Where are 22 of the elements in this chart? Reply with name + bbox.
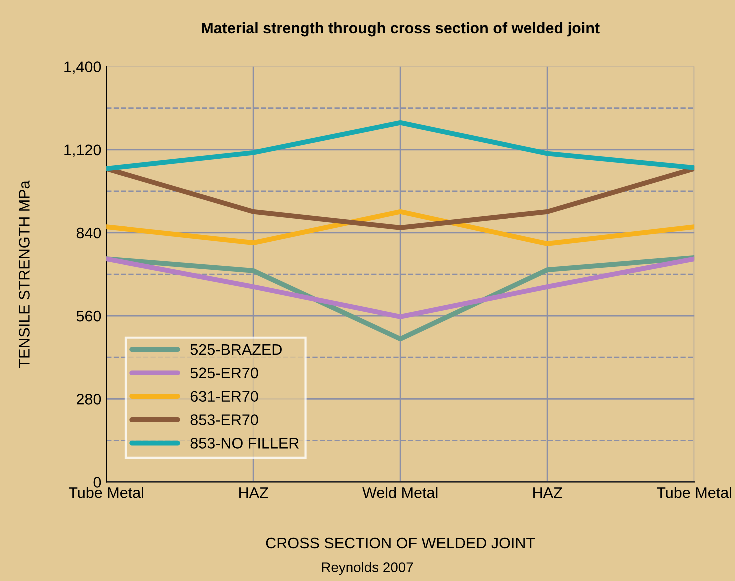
x-tick-label: HAZ [240,488,268,498]
y-tick-label: 1,120 [64,144,102,158]
y-tick-label: 1,400 [64,62,102,74]
line-series [106,120,695,172]
legend-label: 525-ER70 [190,368,258,379]
x-tick-label: Tube Metal [68,487,144,498]
y-axis-title: TENSILE STRENGTH MPa [19,180,30,368]
y-tick-label: 0 [94,477,102,488]
legend-label: 853-ER70 [190,414,258,426]
legend-label: 853-NO FILLER [190,438,299,449]
line-series [106,209,695,246]
text: Reynolds 2007 [322,562,414,576]
x-tick-label: Weld Metal [362,487,438,498]
legend-label: 631-ER70 [190,391,258,402]
x-tick-label: HAZ [534,488,562,498]
y-tick-label: 840 [76,228,102,239]
y-tick-label: 560 [76,310,102,322]
legend-label: 525-BRAZED [190,344,282,356]
x-tick-label: Tube Metal [656,487,732,498]
x-axis-title: CROSS SECTION OF WELDED JOINT [266,538,536,549]
y-tick-label: 280 [76,394,102,405]
chart-title: Material strength through cross section of welded joint [202,22,600,37]
